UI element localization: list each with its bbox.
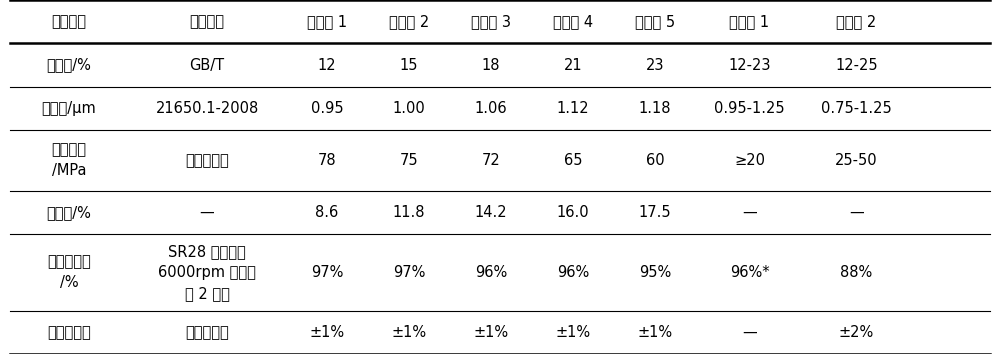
Text: 0.75-1.25: 0.75-1.25	[821, 101, 892, 116]
Text: 实施例 4: 实施例 4	[553, 14, 593, 29]
Text: 15: 15	[400, 57, 418, 73]
Text: 65: 65	[564, 153, 582, 168]
Text: —: —	[849, 205, 864, 220]
Text: 21: 21	[564, 57, 582, 73]
Text: ±1%: ±1%	[637, 325, 673, 340]
Text: GB/T: GB/T	[189, 57, 225, 73]
Text: 实施例 2: 实施例 2	[389, 14, 429, 29]
Text: 实施例 3: 实施例 3	[471, 14, 511, 29]
Text: —: —	[742, 205, 757, 220]
Text: 96%: 96%	[557, 265, 589, 280]
Text: 1.12: 1.12	[557, 101, 589, 116]
Text: 测试方法: 测试方法	[190, 14, 225, 29]
Text: ≥20: ≥20	[734, 153, 765, 168]
Text: 含油率/%: 含油率/%	[47, 205, 91, 220]
Text: 17.5: 17.5	[639, 205, 671, 220]
Text: 18: 18	[482, 57, 500, 73]
Text: 14.2: 14.2	[475, 205, 507, 220]
Text: 实施例 5: 实施例 5	[635, 14, 675, 29]
Text: 1.06: 1.06	[475, 101, 507, 116]
Text: 1.18: 1.18	[639, 101, 671, 116]
Text: SR28 润滑油，
6000rpm 离心甩
油 2 小时: SR28 润滑油， 6000rpm 离心甩 油 2 小时	[158, 244, 256, 301]
Text: 孔直径/μm: 孔直径/μm	[42, 101, 96, 116]
Text: 批次一致性: 批次一致性	[47, 325, 91, 340]
Text: 1.00: 1.00	[393, 101, 425, 116]
Text: 25-50: 25-50	[835, 153, 878, 168]
Text: 21650.1-2008: 21650.1-2008	[155, 101, 259, 116]
Text: 含油保持率
/%: 含油保持率 /%	[47, 254, 91, 290]
Text: 16.0: 16.0	[557, 205, 589, 220]
Text: 8.6: 8.6	[315, 205, 339, 220]
Text: 97%: 97%	[311, 265, 343, 280]
Text: 60: 60	[646, 153, 664, 168]
Text: 96%: 96%	[475, 265, 507, 280]
Text: 72: 72	[482, 153, 500, 168]
Text: 97%: 97%	[393, 265, 425, 280]
Text: 拉伸强度
/MPa: 拉伸强度 /MPa	[51, 142, 86, 178]
Text: —: —	[742, 325, 757, 340]
Text: 12-23: 12-23	[728, 57, 771, 73]
Text: 95%: 95%	[639, 265, 671, 280]
Text: —: —	[200, 205, 214, 220]
Text: 12-25: 12-25	[835, 57, 878, 73]
Text: ±1%: ±1%	[309, 325, 345, 340]
Text: 万能试验机: 万能试验机	[185, 153, 229, 168]
Text: 78: 78	[318, 153, 336, 168]
Text: ±1%: ±1%	[473, 325, 509, 340]
Text: 0.95: 0.95	[311, 101, 343, 116]
Text: 实施例 1: 实施例 1	[307, 14, 347, 29]
Text: 96%*: 96%*	[730, 265, 769, 280]
Text: 11.8: 11.8	[393, 205, 425, 220]
Text: 88%: 88%	[840, 265, 873, 280]
Text: 对比例 2: 对比例 2	[836, 14, 877, 29]
Text: 孔隙率/%: 孔隙率/%	[47, 57, 91, 73]
Text: 0.95-1.25: 0.95-1.25	[714, 101, 785, 116]
Text: 75: 75	[400, 153, 418, 168]
Text: ±1%: ±1%	[391, 325, 427, 340]
Text: 12: 12	[318, 57, 336, 73]
Text: ±2%: ±2%	[839, 325, 874, 340]
Text: 23: 23	[646, 57, 664, 73]
Text: 测试项目: 测试项目	[51, 14, 86, 29]
Text: 孔隙率差异: 孔隙率差异	[185, 325, 229, 340]
Text: 对比例 1: 对比例 1	[729, 14, 770, 29]
Text: ±1%: ±1%	[555, 325, 591, 340]
